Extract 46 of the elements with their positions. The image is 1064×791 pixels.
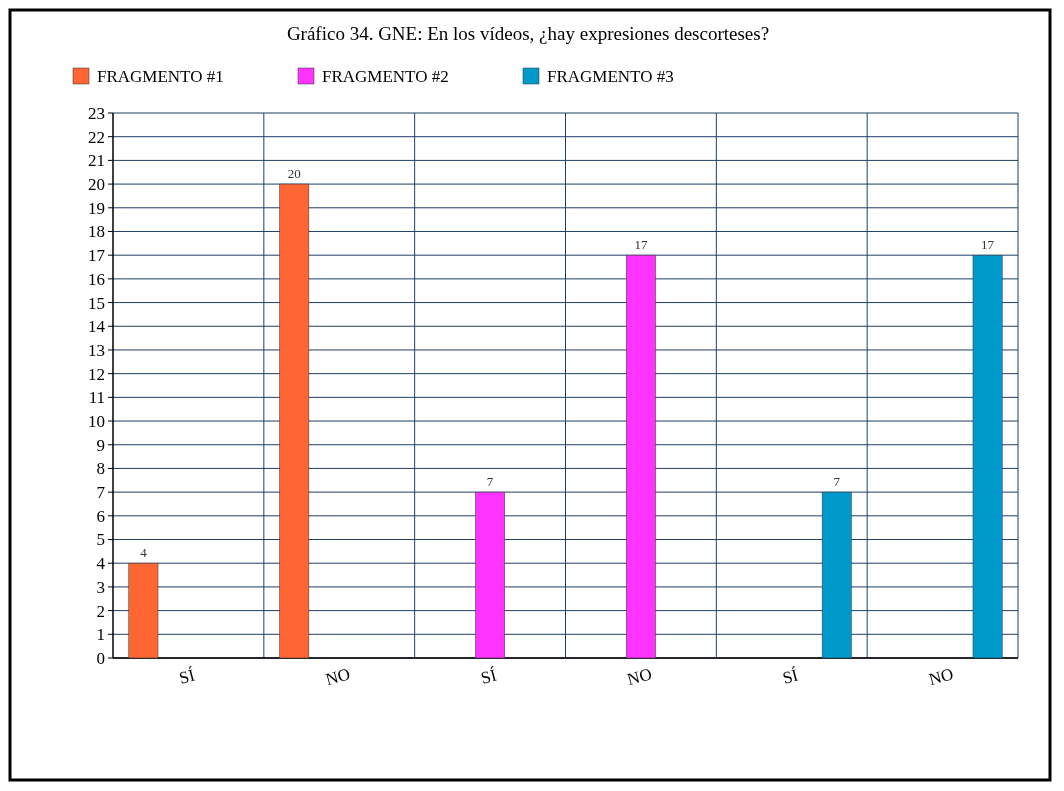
legend-label: FRAGMENTO #1: [97, 67, 224, 86]
y-tick-label: 0: [96, 648, 105, 668]
y-tick-label: 20: [88, 175, 105, 195]
y-tick-label: 10: [88, 411, 105, 431]
y-tick-label: 13: [88, 340, 105, 360]
y-tick-label: 6: [96, 506, 105, 526]
y-tick-label: 18: [88, 222, 105, 242]
legend-label: FRAGMENTO #3: [547, 67, 674, 86]
y-tick-label: 23: [88, 103, 105, 123]
data-label: 4: [140, 545, 148, 561]
y-tick-label: 8: [96, 459, 105, 479]
y-tick-label: 2: [96, 601, 105, 621]
y-tick-label: 16: [88, 269, 105, 289]
y-tick-label: 17: [88, 246, 106, 266]
chart-title: Gráfico 34. GNE: En los vídeos, ¿hay expresiones descorteses?: [286, 23, 770, 44]
y-tick-label: 3: [96, 577, 105, 597]
x-tick-label: SÍ: [780, 665, 801, 688]
bar: [279, 183, 310, 659]
y-tick-label: 11: [88, 388, 105, 408]
y-tick-label: 4: [96, 554, 106, 574]
data-label: 17: [634, 237, 648, 253]
legend-label: FRAGMENTO #2: [322, 67, 449, 86]
bar: [821, 491, 852, 659]
x-tick-label: NO: [323, 664, 353, 690]
bar: [972, 254, 1003, 659]
y-tick-label: 14: [88, 317, 106, 337]
y-tick-label: 15: [88, 293, 105, 313]
y-tick-label: 22: [88, 127, 105, 147]
x-tick-label: NO: [625, 664, 654, 690]
data-label: 7: [486, 474, 494, 490]
y-tick-label: 5: [96, 530, 105, 550]
bar: [128, 562, 159, 659]
x-tick-label: SÍ: [177, 665, 198, 688]
x-tick-label: NO: [926, 664, 956, 690]
data-label: 20: [287, 166, 301, 182]
y-tick-label: 1: [96, 625, 105, 645]
y-tick-label: 21: [88, 151, 105, 171]
data-label: 7: [833, 474, 841, 490]
bar: [475, 491, 505, 659]
x-tick-label: SÍ: [478, 665, 499, 688]
y-tick-label: 7: [96, 483, 106, 503]
data-label: 17: [981, 237, 995, 253]
y-tick-label: 19: [88, 198, 105, 218]
bar: [626, 254, 656, 659]
y-tick-label: 12: [88, 364, 105, 384]
y-tick-label: 9: [96, 435, 105, 455]
